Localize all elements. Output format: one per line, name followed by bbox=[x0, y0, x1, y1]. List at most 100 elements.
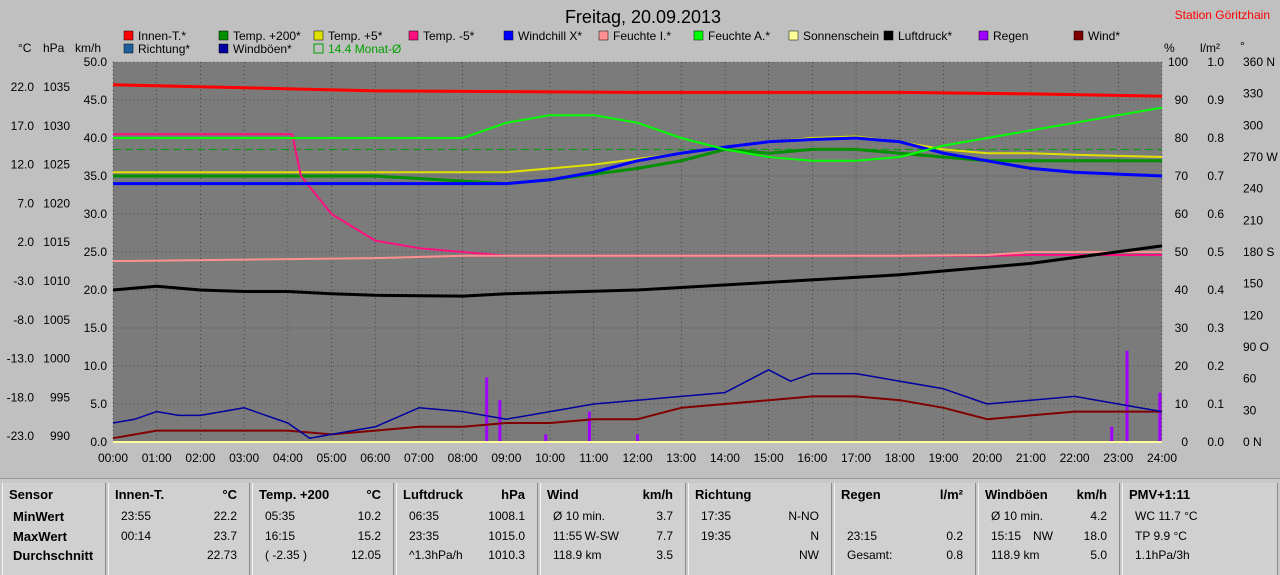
stat-value: 1008.1 bbox=[488, 509, 525, 523]
tick-label-kmh: 35.0 bbox=[84, 169, 108, 183]
tick-label-kmh: 15.0 bbox=[84, 321, 108, 335]
legend-swatch bbox=[978, 30, 989, 41]
stat-time: TP 9.9 °C bbox=[1135, 528, 1187, 543]
tick-label-deg: 120 bbox=[1243, 308, 1263, 322]
stat-row: ^1.3hPa/h 1010.3 bbox=[403, 546, 531, 566]
tick-label-pct: 20 bbox=[1175, 359, 1189, 373]
stat-value: 1010.3 bbox=[488, 548, 525, 562]
tick-label-hpa: 1005 bbox=[43, 313, 70, 327]
weather-chart: Freitag, 20.09.2013 Station Göritzhain °… bbox=[6, 7, 1279, 465]
stat-row: ( -2.35 ) 12.05 bbox=[259, 546, 387, 566]
stat-value: 18.0 bbox=[1083, 528, 1107, 543]
stat-column: Innen-T. °C 23:55 22.2 00:14 23.7 22.73 bbox=[108, 483, 250, 575]
stat-time: Ø 10 min. bbox=[553, 509, 606, 523]
axis-unit-rain: l/m² bbox=[1200, 41, 1220, 55]
stat-time: Ø 10 min. bbox=[991, 509, 1044, 523]
stat-column-header: Innen-T. °C bbox=[115, 483, 243, 507]
tick-label-kmh: 5.0 bbox=[90, 397, 107, 411]
legend-label: Temp. +5* bbox=[328, 29, 383, 43]
stat-value: 0.2 bbox=[946, 528, 963, 543]
tick-label-kmh: 0.0 bbox=[90, 435, 107, 449]
legend-label: Feuchte I.* bbox=[613, 29, 671, 43]
rain-bar bbox=[1110, 426, 1114, 442]
stat-value: 23.7 bbox=[213, 528, 237, 543]
stat-row: 22.73 bbox=[115, 546, 243, 566]
tick-label-kmh: 40.0 bbox=[84, 131, 108, 145]
stat-value: 7.7 bbox=[656, 528, 673, 543]
tick-label-kmh: 30.0 bbox=[84, 207, 108, 221]
tick-label-celsius: -13.0 bbox=[7, 352, 35, 366]
tick-label-celsius: 17.0 bbox=[11, 119, 35, 133]
series-line bbox=[112, 83, 1163, 98]
tick-label-kmh: 45.0 bbox=[84, 93, 108, 107]
stat-row: 17:35 N-NO bbox=[695, 507, 825, 527]
stat-column-header: Regen l/m² bbox=[841, 483, 969, 507]
stat-column-title: Luftdruck bbox=[403, 487, 463, 502]
stat-row: 05:35 10.2 bbox=[259, 507, 387, 527]
legend-swatch bbox=[123, 43, 134, 54]
stats-panel: Sensor MinWert MaxWert Durchschnitt Inne… bbox=[0, 478, 1280, 575]
stat-row: 1.1hPa/3h bbox=[1129, 546, 1271, 566]
tick-label-time: 04:00 bbox=[273, 451, 303, 465]
stat-time: 1.1hPa/3h bbox=[1135, 548, 1190, 562]
tick-label-celsius: -3.0 bbox=[13, 274, 34, 288]
avg-label-text: Durchschnitt bbox=[13, 548, 94, 563]
tick-label-deg: 300 bbox=[1243, 118, 1263, 132]
stat-time: 118.9 km bbox=[553, 548, 602, 562]
stat-value: 10.2 bbox=[357, 509, 381, 523]
series-line bbox=[113, 136, 1163, 186]
stat-column-title: PMV+1:11 bbox=[1129, 487, 1191, 502]
stat-value: N bbox=[810, 528, 819, 543]
series-line bbox=[112, 244, 1163, 298]
legend-label: Sonnenschein bbox=[803, 29, 879, 43]
tick-label-deg: 0 N bbox=[1243, 435, 1262, 449]
tick-label-celsius: -23.0 bbox=[7, 429, 35, 443]
tick-label-kmh: 10.0 bbox=[84, 359, 108, 373]
tick-label-time: 12:00 bbox=[622, 451, 652, 465]
tick-label-time: 06:00 bbox=[360, 451, 390, 465]
tick-label-deg: 240 bbox=[1243, 182, 1263, 196]
stat-column: Richtung 17:35 N-NO 19:35 N NW bbox=[688, 483, 832, 575]
tick-label-time: 09:00 bbox=[491, 451, 521, 465]
stat-time: Gesamt: bbox=[847, 548, 893, 562]
legend-swatch bbox=[693, 30, 704, 41]
legend-swatch bbox=[313, 43, 324, 54]
tick-label-rain: 0.8 bbox=[1207, 131, 1224, 145]
tick-label-celsius: 7.0 bbox=[17, 196, 34, 210]
tick-label-time: 05:00 bbox=[317, 451, 347, 465]
stat-direction: NW bbox=[1033, 528, 1053, 543]
legend-label: Innen-T.* bbox=[138, 29, 186, 43]
tick-label-time: 18:00 bbox=[885, 451, 915, 465]
station-label: Station Göritzhain bbox=[1175, 8, 1270, 22]
tick-label-deg: 90 O bbox=[1243, 340, 1269, 354]
stat-column: Wind km/h Ø 10 min. 3.7 11:55 W-SW 7.7 118.9 km… bbox=[540, 483, 686, 575]
legend-swatch bbox=[313, 30, 324, 41]
min-label-text: MinWert bbox=[13, 509, 65, 524]
stat-value: NW bbox=[799, 548, 819, 562]
stat-column-header: Wind km/h bbox=[547, 483, 679, 507]
legend-swatch bbox=[598, 30, 609, 41]
tick-label-time: 01:00 bbox=[142, 451, 172, 465]
series-line bbox=[112, 251, 1162, 263]
tick-label-celsius: 12.0 bbox=[11, 158, 35, 172]
tick-label-pct: 0 bbox=[1181, 435, 1188, 449]
tick-label-time: 03:00 bbox=[229, 451, 259, 465]
stat-row: 15:15 NW 18.0 bbox=[985, 527, 1113, 547]
legend-label: Luftdruck* bbox=[898, 29, 952, 43]
legend-label: Feuchte A.* bbox=[708, 29, 770, 43]
tick-label-pct: 70 bbox=[1175, 169, 1189, 183]
tick-label-time: 23:00 bbox=[1103, 451, 1133, 465]
stat-time: 23:15 bbox=[847, 528, 878, 543]
rain-bar bbox=[587, 411, 591, 442]
series-line bbox=[113, 106, 1163, 162]
max-label-text: MaxWert bbox=[13, 528, 67, 544]
stat-column-header: Windböen km/h bbox=[985, 483, 1113, 507]
tick-label-time: 14:00 bbox=[710, 451, 740, 465]
tick-label-hpa: 1025 bbox=[43, 158, 70, 172]
stat-column-header: Temp. +200 °C bbox=[259, 483, 387, 507]
stat-value: N-NO bbox=[788, 509, 819, 523]
tick-label-deg: 270 W bbox=[1243, 150, 1278, 164]
stat-time: ^1.3hPa/h bbox=[409, 548, 463, 562]
tick-label-pct: 30 bbox=[1175, 321, 1189, 335]
